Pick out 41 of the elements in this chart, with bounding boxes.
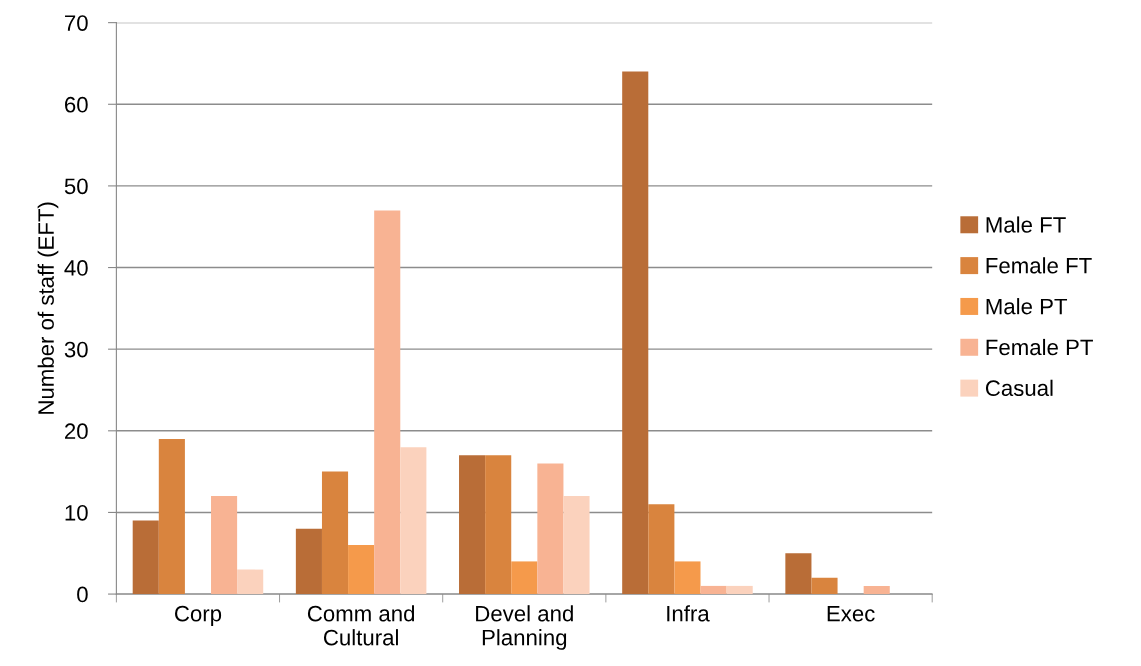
legend-label: Male PT bbox=[986, 298, 1068, 315]
x-tick-label: Devel and Planning bbox=[476, 605, 573, 650]
legend-label: Male FT bbox=[986, 216, 1066, 233]
bar bbox=[158, 438, 185, 595]
bar bbox=[132, 520, 159, 595]
y-tick-label: 0 bbox=[77, 586, 88, 603]
y-tick-label: 50 bbox=[64, 178, 88, 195]
bar bbox=[700, 585, 727, 595]
bar bbox=[811, 577, 838, 595]
bar bbox=[785, 553, 812, 595]
bar bbox=[537, 463, 564, 595]
bar bbox=[648, 504, 675, 595]
bar bbox=[348, 545, 375, 595]
bar bbox=[674, 561, 701, 595]
x-tick-label: Infra bbox=[667, 605, 710, 622]
y-tick-label: 70 bbox=[65, 15, 88, 31]
bar bbox=[321, 471, 349, 595]
bar bbox=[622, 71, 649, 595]
bar bbox=[485, 455, 512, 595]
y-tick-label: 40 bbox=[64, 260, 88, 276]
y-tick-label: 20 bbox=[65, 423, 88, 440]
x-tick-label: Comm and Cultural bbox=[307, 605, 415, 646]
bar bbox=[400, 447, 427, 595]
bar bbox=[459, 455, 486, 595]
x-tick-label: Corp bbox=[175, 605, 222, 626]
legend-label: Female FT bbox=[986, 257, 1092, 274]
bar bbox=[511, 561, 538, 595]
y-tick-label: 10 bbox=[65, 504, 88, 521]
bar bbox=[863, 585, 890, 595]
x-tick-label: Exec bbox=[827, 606, 875, 622]
y-tick-label: 60 bbox=[65, 96, 88, 113]
bar bbox=[726, 585, 753, 595]
bar bbox=[211, 496, 238, 595]
legend-label: Casual bbox=[985, 379, 1053, 397]
legend-label: Female PT bbox=[986, 338, 1093, 356]
bar bbox=[563, 496, 590, 595]
bar bbox=[374, 210, 401, 595]
y-tick-label: 30 bbox=[64, 341, 88, 358]
y-axis-title: Number of staff (EFT) bbox=[37, 202, 59, 414]
bar bbox=[295, 528, 322, 595]
bar bbox=[237, 569, 264, 595]
